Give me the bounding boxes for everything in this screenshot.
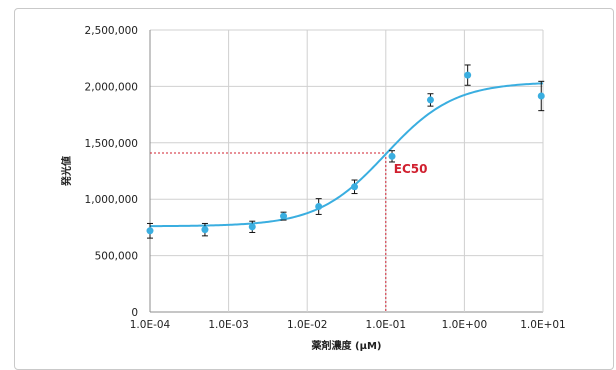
data-point: [146, 227, 154, 235]
dose-response-chart: 0 500,000 1,000,000 1,500,000 2,000,000 2,500…: [60, 25, 566, 352]
x-axis-title: 薬剤濃度 (μM): [311, 339, 382, 352]
x-tick-label: 1.0E+01: [520, 319, 566, 331]
tick-labels: 0 500,000 1,000,000 1,500,000 2,000,000 2,500…: [85, 25, 566, 331]
data-point: [280, 212, 288, 220]
chart-frame: [14, 8, 614, 370]
data-point: [315, 203, 323, 211]
ec50-reference-lines: [150, 152, 387, 312]
y-tick-label: 1,500,000: [85, 138, 138, 150]
fit-curve: [149, 82, 544, 228]
y-tick-label: 1,000,000: [85, 194, 138, 206]
y-axis-title: 発光値: [60, 156, 73, 187]
data-points: [146, 71, 545, 235]
x-tick-label: 1.0E-03: [208, 319, 248, 331]
data-point: [537, 92, 545, 100]
x-tick-label: 1.0E+00: [442, 319, 488, 331]
data-point: [464, 71, 472, 79]
data-point: [248, 223, 256, 231]
fit-curve-group: [149, 82, 544, 228]
data-point: [351, 183, 359, 191]
y-tick-label: 2,000,000: [85, 81, 138, 93]
data-point: [201, 226, 209, 234]
y-tick-label: 2,500,000: [85, 25, 138, 37]
ec50-annotation: EC50: [394, 162, 428, 176]
x-tick-label: 1.0E-01: [366, 319, 406, 331]
y-tick-label: 0: [131, 307, 138, 319]
data-point: [426, 96, 434, 104]
y-tick-label: 500,000: [95, 251, 138, 263]
grid-lines: [149, 29, 544, 313]
x-tick-label: 1.0E-02: [287, 319, 327, 331]
data-point: [388, 152, 396, 160]
x-tick-label: 1.0E-04: [130, 319, 171, 331]
error-bars: [147, 64, 545, 239]
